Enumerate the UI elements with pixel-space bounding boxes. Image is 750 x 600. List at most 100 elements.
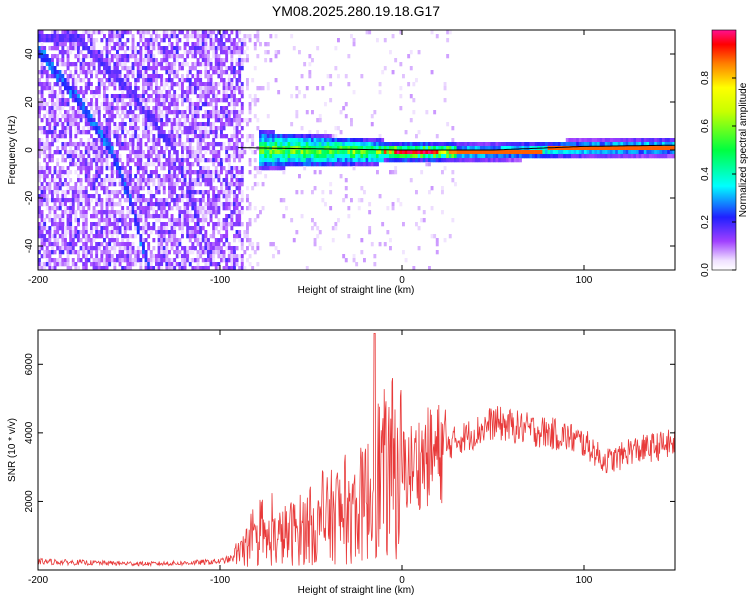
- heatmap-cell: [425, 162, 429, 167]
- heatmap-cell: [350, 142, 353, 147]
- heatmap-cell: [227, 38, 231, 43]
- heatmap-cell: [108, 58, 112, 63]
- heatmap-cell: [378, 90, 382, 95]
- heatmap-cell: [142, 34, 145, 39]
- heatmap-cell: [207, 178, 210, 183]
- heatmap-cell: [74, 194, 78, 199]
- heatmap-cell: [97, 66, 101, 71]
- heatmap-cell: [186, 114, 190, 119]
- heatmap-cell: [116, 74, 119, 79]
- heatmap-cell: [51, 190, 54, 195]
- heatmap-cell: [360, 238, 364, 243]
- heatmap-cell: [191, 266, 195, 270]
- heatmap-cell: [352, 154, 356, 159]
- heatmap-cell: [53, 118, 57, 123]
- x-tick-label: -200: [28, 275, 48, 286]
- heatmap-cell: [597, 146, 600, 151]
- heatmap-cell: [100, 178, 104, 183]
- heatmap-cell: [243, 118, 247, 123]
- heatmap-cell: [160, 110, 164, 115]
- heatmap-cell: [134, 118, 138, 123]
- heatmap-cell: [191, 154, 195, 159]
- heatmap-cell: [646, 154, 650, 159]
- heatmap-cell: [194, 122, 197, 127]
- heatmap-cell: [116, 130, 119, 135]
- heatmap-cell: [108, 218, 112, 223]
- heatmap-cell: [261, 182, 265, 187]
- heatmap-cell: [225, 246, 229, 251]
- heatmap-cell: [204, 126, 208, 131]
- heatmap-cell: [238, 230, 242, 235]
- heatmap-cell: [139, 70, 143, 75]
- heatmap-cell: [51, 134, 54, 139]
- heatmap-cell: [220, 66, 223, 71]
- heatmap-cell: [214, 66, 218, 71]
- heatmap-cell: [269, 58, 273, 63]
- heatmap-cell: [45, 262, 49, 267]
- heatmap-cell: [404, 258, 408, 263]
- heatmap-cell: [194, 30, 197, 35]
- heatmap-cell: [402, 146, 405, 151]
- heatmap-cell: [126, 246, 130, 251]
- heatmap-cell: [43, 222, 47, 227]
- heatmap-cell: [357, 206, 361, 211]
- heatmap-cell: [607, 138, 611, 143]
- heatmap-cell: [90, 186, 93, 191]
- heatmap-cell: [235, 30, 239, 35]
- heatmap-cell: [235, 110, 239, 115]
- heatmap-cell: [272, 138, 275, 143]
- heatmap-cell: [53, 166, 57, 171]
- heatmap-cell: [511, 150, 515, 155]
- heatmap-cell: [61, 202, 65, 207]
- heatmap-cell: [92, 146, 96, 151]
- heatmap-cell: [116, 126, 119, 131]
- heatmap-cell: [285, 158, 288, 163]
- heatmap-cell: [103, 226, 106, 231]
- heatmap-cell: [274, 138, 278, 143]
- heatmap-cell: [235, 46, 239, 51]
- heatmap-cell: [108, 106, 112, 111]
- heatmap-cell: [209, 262, 213, 267]
- heatmap-cell: [199, 206, 203, 211]
- heatmap-cell: [162, 162, 166, 167]
- heatmap-cell: [129, 94, 132, 99]
- heatmap-cell: [186, 50, 190, 55]
- heatmap-cell: [48, 74, 52, 79]
- heatmap-cell: [282, 166, 286, 171]
- heatmap-cell: [292, 138, 296, 143]
- heatmap-cell: [95, 210, 99, 215]
- heatmap-cell: [123, 82, 127, 87]
- heatmap-cell: [160, 262, 164, 267]
- heatmap-cell: [493, 154, 496, 159]
- heatmap-cell: [230, 142, 234, 147]
- heatmap-cell: [149, 206, 153, 211]
- heatmap-cell: [459, 154, 463, 159]
- heatmap-cell: [121, 82, 125, 87]
- heatmap-cell: [64, 42, 67, 47]
- heatmap-cell: [212, 170, 216, 175]
- heatmap-cell: [248, 34, 252, 39]
- heatmap-cell: [526, 142, 530, 147]
- heatmap-cell: [448, 150, 452, 155]
- heatmap-cell: [480, 142, 483, 147]
- heatmap-cell: [490, 158, 494, 163]
- heatmap-cell: [612, 138, 616, 143]
- heatmap-cell: [225, 178, 229, 183]
- heatmap-cell: [79, 198, 83, 203]
- heatmap-cell: [435, 150, 439, 155]
- heatmap-cell: [513, 142, 517, 147]
- heatmap-cell: [134, 234, 138, 239]
- heatmap-cell: [168, 54, 171, 59]
- heatmap-cell: [95, 246, 99, 251]
- heatmap-cell: [53, 242, 57, 247]
- heatmap-cell: [64, 86, 67, 91]
- heatmap-cell: [214, 50, 218, 55]
- heatmap-cell: [118, 214, 122, 219]
- heatmap-cell: [347, 82, 351, 87]
- heatmap-cell: [298, 158, 301, 163]
- heatmap-cell: [188, 102, 192, 107]
- heatmap-cell: [316, 118, 320, 123]
- heatmap-cell: [240, 42, 244, 47]
- heatmap-cell: [58, 222, 62, 227]
- heatmap-cell: [207, 166, 210, 171]
